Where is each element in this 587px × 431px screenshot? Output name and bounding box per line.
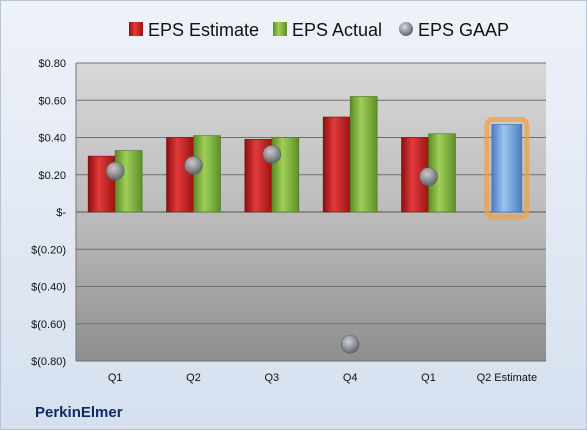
legend-swatch (273, 22, 287, 36)
legend-label: EPS Actual (292, 20, 382, 40)
marker-eps-gaap (340, 334, 360, 354)
x-tick-label: Q2 (186, 372, 201, 384)
bar-eps-actual (114, 150, 143, 213)
x-tick-label: Q3 (264, 372, 279, 384)
legend-swatch (129, 22, 143, 36)
y-tick-label: $0.20 (38, 170, 66, 182)
bar-eps-actual (193, 135, 221, 213)
x-tick-label: Q2 Estimate (477, 372, 538, 384)
bar-eps-estimate (166, 137, 194, 213)
x-axis: Q1 Q2 Q3 Q4 Q1 Q2 Estimate (108, 372, 537, 384)
y-tick-label: $0.40 (38, 133, 66, 145)
bar-eps-estimate (322, 116, 351, 213)
gaap-markers (105, 144, 438, 354)
bar-eps-actual (349, 96, 378, 213)
y-tick-label: $0.60 (38, 95, 66, 107)
y-tick-label: $- (56, 207, 66, 219)
marker-eps-gaap (184, 156, 203, 175)
marker-eps-gaap (105, 161, 125, 181)
legend: EPS Estimate EPS Actual EPS GAAP (129, 20, 509, 40)
gridlines (76, 62, 546, 362)
x-tick-label: Q1 (108, 372, 123, 384)
y-tick-label: $(0.20) (31, 244, 66, 256)
bar-q2-estimate (491, 124, 523, 213)
legend-label: EPS GAAP (418, 20, 509, 40)
company-name: PerkinElmer (35, 404, 123, 421)
estimate-highlight (484, 116, 530, 220)
y-axis: $0.80 $0.60 $0.40 $0.20 $- $(0.20) $(0.40) $(0.… (31, 58, 77, 368)
legend-label: EPS Estimate (148, 20, 259, 40)
y-tick-label: $(0.60) (31, 319, 66, 331)
y-tick-label: $(0.80) (31, 356, 66, 368)
bars (87, 96, 530, 220)
marker-eps-gaap (262, 144, 282, 164)
marker-eps-gaap (419, 167, 438, 186)
y-tick-label: $(0.40) (31, 282, 66, 294)
legend-swatch (399, 22, 413, 36)
x-tick-label: Q1 (421, 372, 436, 384)
x-tick-label: Q4 (343, 372, 358, 384)
y-tick-label: $0.80 (38, 58, 66, 70)
